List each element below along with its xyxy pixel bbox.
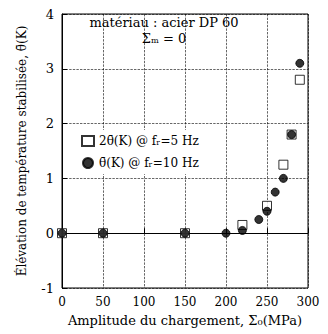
svg-text:-1: -1 [41,281,54,296]
svg-text:0: 0 [46,226,54,241]
svg-text:2: 2 [46,116,54,131]
svg-text:100: 100 [133,295,156,309]
svg-text:0: 0 [58,295,66,309]
svg-text:Amplitude du chargement, Σ₀(MP: Amplitude du chargement, Σ₀(MPa) [67,313,302,328]
svg-text:1: 1 [46,171,54,186]
svg-text:matériau : acier DP 60: matériau : acier DP 60 [89,15,238,30]
svg-text:3: 3 [46,61,54,76]
svg-text:250: 250 [256,295,279,309]
svg-text:θ̄(K) @ fᵣ=10 Hz: θ̄(K) @ fᵣ=10 Hz [99,156,199,170]
svg-text:2θ̄(K) @ fᵣ=5 Hz: 2θ̄(K) @ fᵣ=5 Hz [99,134,199,148]
svg-text:Élévation de température stabi: Élévation de température stabilisée, θ̄(… [14,26,29,277]
svg-text:300: 300 [297,295,320,309]
svg-text:4: 4 [46,7,54,22]
svg-text:Σₘ = 0: Σₘ = 0 [142,31,187,46]
svg-text:50: 50 [95,295,110,309]
svg-text:200: 200 [215,295,238,309]
svg-text:150: 150 [174,295,197,309]
